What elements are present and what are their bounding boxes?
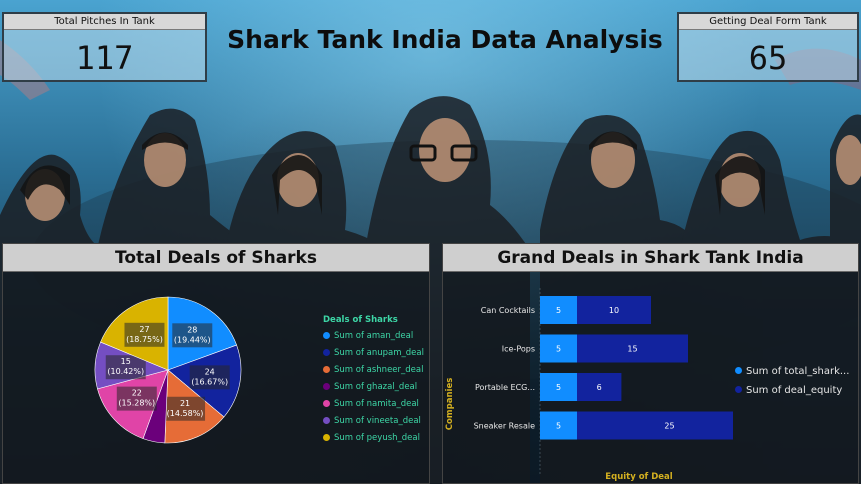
bar-value-label: 6 bbox=[597, 383, 602, 392]
svg-text:(14.58%): (14.58%) bbox=[167, 409, 204, 418]
bar-sum-of-total-shark-ice-pops[interactable] bbox=[540, 334, 577, 363]
pie-data-label: 24(16.67%) bbox=[189, 365, 230, 390]
bar-value-label: 25 bbox=[664, 422, 674, 431]
svg-text:(18.75%): (18.75%) bbox=[126, 335, 163, 344]
shark-deals-title: Total Deals of Sharks bbox=[3, 244, 429, 272]
svg-text:21: 21 bbox=[180, 399, 190, 408]
bar-value-label: 5 bbox=[556, 345, 561, 354]
shark-deals-legend-title: Deals of Sharks bbox=[323, 315, 398, 325]
svg-text:(19.44%): (19.44%) bbox=[174, 335, 211, 344]
shark-deals-pie-chart[interactable]: 28(19.44%) 24(16.67%) 21(14.58%) 22(15.28%)… bbox=[3, 272, 431, 484]
svg-text:(15.28%): (15.28%) bbox=[118, 399, 155, 408]
bar-value-label: 10 bbox=[609, 306, 619, 315]
grand-deals-title: Grand Deals in Shark Tank India bbox=[443, 244, 858, 272]
legend-swatch bbox=[323, 332, 330, 339]
bar-sum-of-deal-equity-ice-pops[interactable] bbox=[577, 334, 688, 363]
category-label: Can Cocktails bbox=[481, 306, 535, 315]
grand-deals-bar-chart[interactable]: Can Cocktails 5 10 Ice-Pops 5 15 Portable ECG.… bbox=[443, 272, 733, 484]
legend-label: Sum of ghazal_deal bbox=[334, 382, 418, 392]
legend-item-sum-of-peyush-deal[interactable]: Sum of peyush_deal bbox=[323, 430, 429, 447]
pie-data-label: 27(18.75%) bbox=[124, 322, 165, 347]
legend-label: Sum of peyush_deal bbox=[334, 433, 420, 443]
legend-label: Sum of vineeta_deal bbox=[334, 416, 421, 426]
legend-swatch bbox=[323, 383, 330, 390]
legend-item-sum-of-aman-deal[interactable]: Sum of aman_deal bbox=[323, 328, 429, 345]
svg-text:28: 28 bbox=[187, 325, 197, 334]
legend-swatch bbox=[323, 417, 330, 424]
bar-sum-of-total-shark-sneaker-resale[interactable] bbox=[540, 411, 577, 440]
svg-text:27: 27 bbox=[139, 325, 149, 334]
shark-deals-legend: Deals of Sharks Sum of aman_deal Sum of a… bbox=[323, 313, 429, 447]
pie-data-label: 15(10.42%) bbox=[105, 355, 146, 380]
legend-label: Sum of aman_deal bbox=[334, 331, 414, 341]
legend-swatch bbox=[735, 367, 742, 374]
bar-value-label: 5 bbox=[556, 383, 561, 392]
legend-swatch bbox=[323, 349, 330, 356]
dashboard-title: Shark Tank India Data Analysis bbox=[227, 25, 663, 54]
legend-swatch bbox=[323, 400, 330, 407]
legend-label: Sum of namita_deal bbox=[334, 399, 419, 409]
pie-data-label: 21(14.58%) bbox=[165, 396, 206, 421]
bar-sum-of-deal-equity-portable-ecg[interactable] bbox=[577, 373, 622, 401]
legend-label: Sum of anupam_deal bbox=[334, 348, 424, 358]
grand-deals-panel: Grand Deals in Shark Tank India Companie… bbox=[442, 243, 859, 484]
bar-sum-of-deal-equity-sneaker-resale[interactable] bbox=[577, 411, 733, 440]
bar-value-label: 15 bbox=[627, 345, 637, 354]
kpi-total-pitches-card: Total Pitches In Tank 117 bbox=[2, 12, 207, 82]
kpi-getting-deal-label: Getting Deal Form Tank bbox=[679, 14, 857, 30]
legend-label: Sum of total_shark... bbox=[746, 366, 850, 377]
kpi-total-pitches-label: Total Pitches In Tank bbox=[4, 14, 205, 30]
kpi-total-pitches-value: 117 bbox=[75, 39, 134, 77]
bar-sum-of-total-shark-portable-ecg[interactable] bbox=[540, 373, 577, 401]
legend-item-sum-of-vineeta-deal[interactable]: Sum of vineeta_deal bbox=[323, 413, 429, 430]
svg-text:15: 15 bbox=[121, 357, 131, 366]
legend-item-sum-of-ashneer-deal[interactable]: Sum of ashneer_deal bbox=[323, 362, 429, 379]
shark-deals-panel: Total Deals of Sharks 28 (19.44%) 24 (16.67… bbox=[2, 243, 430, 484]
legend-swatch bbox=[323, 434, 330, 441]
category-label: Portable ECG... bbox=[475, 383, 535, 392]
grand-deals-legend: Sum of total_shark... Sum of deal_equity bbox=[735, 362, 857, 400]
legend-swatch bbox=[735, 386, 742, 393]
pie-data-label: 22(15.28%) bbox=[116, 386, 157, 411]
svg-text:(10.42%): (10.42%) bbox=[107, 367, 144, 376]
legend-swatch bbox=[323, 366, 330, 373]
legend-item-sum-of-deal-equity[interactable]: Sum of deal_equity bbox=[735, 381, 857, 400]
kpi-getting-deal-value: 65 bbox=[748, 39, 788, 77]
category-label: Ice-Pops bbox=[502, 345, 535, 354]
category-label: Sneaker Resale bbox=[474, 422, 535, 431]
bar-sum-of-deal-equity-can-cocktails[interactable] bbox=[577, 296, 651, 324]
bar-value-label: 5 bbox=[556, 422, 561, 431]
legend-item-sum-of-ghazal-deal[interactable]: Sum of ghazal_deal bbox=[323, 379, 429, 396]
legend-item-sum-of-namita-deal[interactable]: Sum of namita_deal bbox=[323, 396, 429, 413]
svg-text:24: 24 bbox=[205, 367, 215, 376]
bar-sum-of-total-shark-can-cocktails[interactable] bbox=[540, 296, 577, 324]
legend-label: Sum of ashneer_deal bbox=[334, 365, 424, 375]
svg-text:22: 22 bbox=[132, 389, 142, 398]
svg-text:(16.67%): (16.67%) bbox=[191, 377, 228, 386]
kpi-getting-deal-card: Getting Deal Form Tank 65 bbox=[677, 12, 859, 82]
legend-item-sum-of-total-shark[interactable]: Sum of total_shark... bbox=[735, 362, 857, 381]
bar-value-label: 5 bbox=[556, 306, 561, 315]
pie-data-label: 28(19.44%) bbox=[172, 323, 213, 348]
x-axis-title: Equity of Deal bbox=[605, 472, 673, 482]
legend-item-sum-of-anupam-deal[interactable]: Sum of anupam_deal bbox=[323, 345, 429, 362]
legend-label: Sum of deal_equity bbox=[746, 385, 843, 396]
